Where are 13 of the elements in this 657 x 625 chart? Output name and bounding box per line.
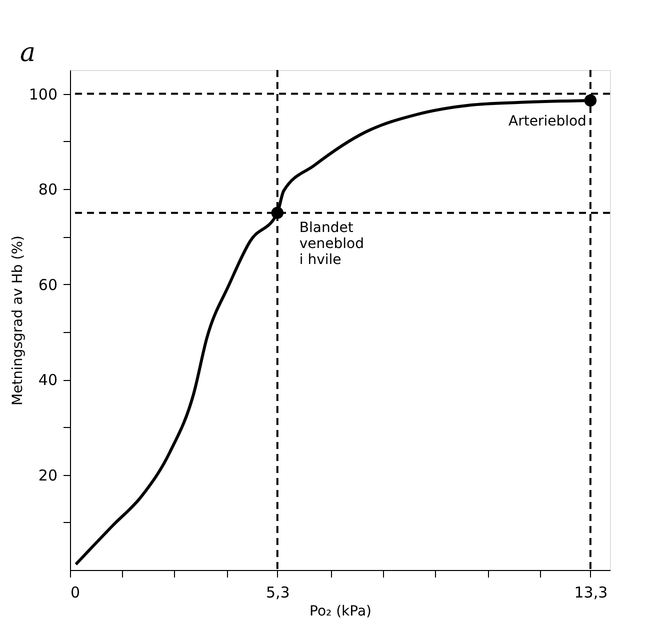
y-tick-label: 60 (38, 276, 58, 294)
x-tick-label: 5,3 (266, 584, 290, 602)
y-tick-label: 80 (38, 180, 58, 199)
text: a (20, 38, 36, 68)
y-tick-label: 100 (28, 85, 58, 104)
y-tick-label: 20 (38, 466, 58, 484)
annotation: Arterieblod (508, 113, 586, 130)
x-axis-title: Po₂ (kPa) (310, 604, 372, 620)
y-tick-label: 40 (38, 371, 58, 390)
annotation: Blandet veneblod i hvile (299, 220, 364, 268)
x-tick-label: 13,3 (574, 584, 608, 602)
y-axis-title: Metningsgrad av Hb (%) (10, 236, 26, 406)
x-tick-label: 0 (70, 584, 80, 602)
